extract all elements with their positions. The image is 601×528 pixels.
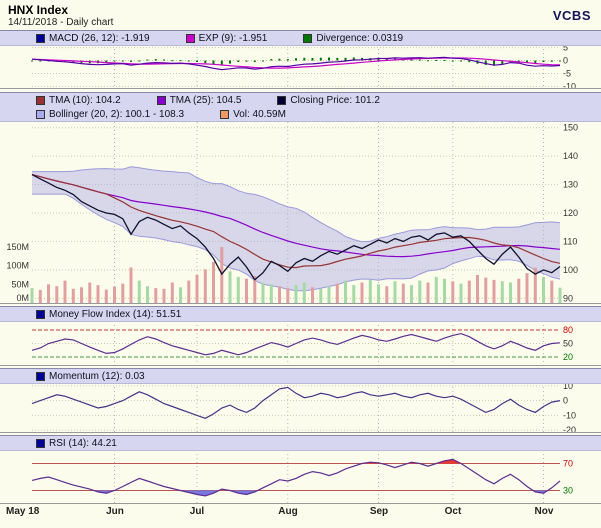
x-axis-label: Sep [369, 506, 389, 517]
volume-axis-label: 50M [11, 279, 29, 289]
momentum-legend: Momentum (12): 0.03 [0, 368, 601, 384]
legend-marker-icon [36, 33, 45, 43]
legend-marker-icon [36, 309, 45, 319]
y-axis-label: 100 [563, 265, 578, 275]
y-axis-label: 120 [563, 208, 578, 218]
macd-legend-item: EXP (9): -1.951 [185, 32, 268, 44]
rsi-chart: 70 30 [0, 450, 601, 504]
legend-label: MACD (26, 12): -1.919 [49, 32, 150, 44]
y-axis-label: 20 [563, 352, 573, 362]
x-axis-label: Jul [189, 506, 205, 517]
y-axis-label: 50 [563, 339, 573, 349]
x-axis-label: Oct [444, 506, 462, 517]
legend-row: Bollinger (20, 2): 100.1 - 108.3 Vol: 40.… [0, 107, 601, 121]
x-axis: May 18 Jun Jul Aug Sep Oct Nov [0, 506, 601, 522]
legend-label: Vol: 40.59M [233, 108, 286, 120]
y-axis-label: 0 [563, 56, 568, 66]
legend-marker-icon [36, 109, 45, 119]
y-axis-label: 140 [563, 151, 578, 161]
x-axis-label: Aug [278, 506, 298, 517]
macd-chart: 5 0 -5 -10 [0, 45, 601, 89]
y-axis-label: -20 [563, 425, 576, 433]
legend-label: EXP (9): -1.951 [198, 32, 268, 44]
mfi-legend: Money Flow Index (14): 51.51 [0, 306, 601, 322]
legend-marker-icon [220, 109, 230, 119]
y-axis-label: -5 [563, 69, 571, 79]
mfi-chart: 80 50 20 [0, 321, 601, 366]
rsi-legend-item: RSI (14): 44.21 [36, 438, 117, 449]
price-legend-item: Bollinger (20, 2): 100.1 - 108.3 [36, 109, 184, 120]
price-chart: 150 140 130 120 110 100 90 150M 100M 50M 0M [0, 122, 601, 304]
price-legend: TMA (10): 104.2 TMA (25): 104.5 Closing Pr… [0, 92, 601, 122]
volume-axis-label: 150M [6, 242, 29, 252]
y-axis-label: 80 [563, 325, 573, 335]
volume-axis-label: 100M [6, 261, 29, 271]
legend-label: Money Flow Index (14): 51.51 [49, 308, 182, 320]
page-subtitle: 14/11/2018 - Daily chart [8, 17, 114, 28]
y-axis-label: 0 [563, 396, 568, 406]
price-legend-item: TMA (10): 104.2 [36, 95, 121, 106]
brand-logo: VCBS [552, 8, 591, 23]
legend-label: Closing Price: 101.2 [290, 94, 380, 106]
legend-row: TMA (10): 104.2 TMA (25): 104.5 Closing Pr… [0, 93, 601, 107]
macd-legend-item: MACD (26, 12): -1.919 [36, 33, 150, 44]
legend-marker-icon [277, 95, 287, 105]
legend-marker-icon [156, 95, 166, 105]
y-axis-label: 70 [563, 459, 573, 469]
legend-row: RSI (14): 44.21 [0, 436, 601, 450]
price-legend-item: Vol: 40.59M [220, 109, 286, 120]
macd-legend: MACD (26, 12): -1.919 EXP (9): -1.951 Dive… [0, 30, 601, 46]
y-axis-label: -10 [563, 81, 576, 89]
y-axis-label: 110 [563, 236, 577, 246]
rsi-legend: RSI (14): 44.21 [0, 435, 601, 451]
legend-label: Momentum (12): 0.03 [49, 370, 145, 382]
legend-row: MACD (26, 12): -1.919 EXP (9): -1.951 Dive… [0, 31, 601, 45]
momentum-chart: 10 0 -10 -20 [0, 383, 601, 433]
y-axis-label: 130 [563, 180, 578, 190]
legend-row: Money Flow Index (14): 51.51 [0, 307, 601, 321]
page-title: HNX Index [8, 3, 69, 17]
legend-label: TMA (25): 104.5 [169, 94, 242, 106]
price-legend-item: TMA (25): 104.5 [156, 94, 242, 106]
y-axis-label: 10 [563, 383, 573, 391]
momentum-legend-item: Momentum (12): 0.03 [36, 371, 145, 382]
legend-label: Divergence: 0.0319 [316, 32, 404, 44]
legend-marker-icon [185, 33, 195, 43]
y-axis-label: 150 [563, 123, 578, 133]
legend-label: RSI (14): 44.21 [49, 437, 117, 449]
legend-marker-icon [303, 33, 313, 43]
x-axis-label: Nov [534, 506, 554, 517]
y-axis-label: 90 [563, 293, 573, 303]
y-axis-label: 30 [563, 486, 573, 496]
y-axis-label: -10 [563, 410, 576, 420]
volume-axis-label: 0M [16, 293, 29, 303]
legend-marker-icon [36, 371, 45, 381]
macd-legend-item: Divergence: 0.0319 [303, 33, 403, 44]
x-axis-label: Jun [106, 506, 124, 517]
legend-label: Bollinger (20, 2): 100.1 - 108.3 [49, 108, 185, 120]
x-axis-label: May 18 [6, 506, 40, 517]
legend-row: Momentum (12): 0.03 [0, 369, 601, 383]
mfi-legend-item: Money Flow Index (14): 51.51 [36, 309, 181, 320]
y-axis-label: 5 [563, 45, 568, 53]
price-legend-item: Closing Price: 101.2 [277, 95, 380, 106]
legend-marker-icon [36, 438, 45, 448]
legend-marker-icon [36, 95, 45, 105]
legend-label: TMA (10): 104.2 [49, 94, 121, 106]
